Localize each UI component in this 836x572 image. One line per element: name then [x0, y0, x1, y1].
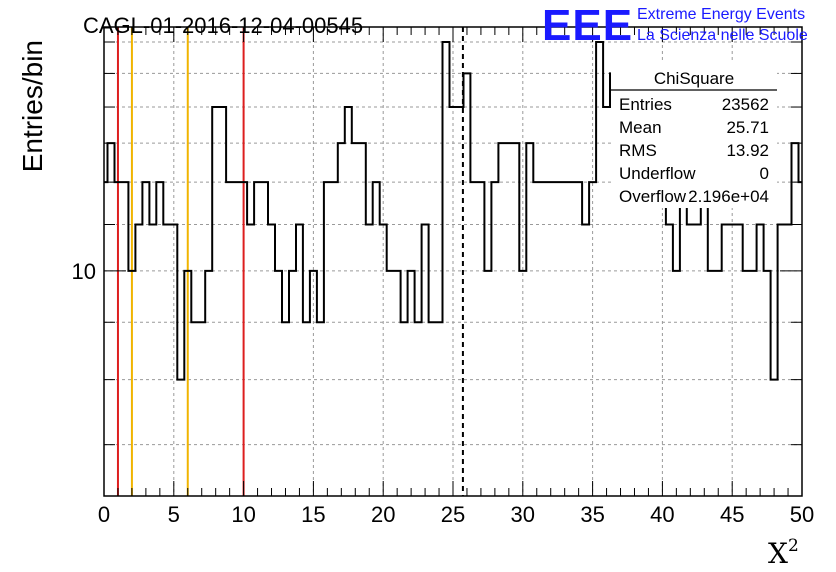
logo-line-1: Extreme Energy Events	[637, 6, 805, 23]
stats-value-rms: 13.92	[726, 141, 769, 160]
stats-label-entries: Entries	[619, 95, 672, 114]
axis-ticks	[103, 27, 803, 496]
stats-title: ChiSquare	[654, 69, 734, 88]
x-tick-label: 30	[511, 502, 535, 527]
x-tick-label: 45	[720, 502, 744, 527]
stats-box-background	[611, 62, 777, 208]
x-tick-label: 5	[168, 502, 180, 527]
stats-label-underflow: Underflow	[619, 164, 696, 183]
x-tick-label: 25	[441, 502, 465, 527]
x-axis-label: X2	[768, 536, 799, 570]
x-tick-label: 35	[580, 502, 604, 527]
x-tick-label: 10	[231, 502, 255, 527]
x-tick-label: 20	[371, 502, 395, 527]
stats-value-underflow: 0	[760, 164, 769, 183]
x-tick-labels: 0 5 10 15 20 25 30 35 40 45 50	[98, 502, 814, 527]
stats-value-overflow: 2.196e+04	[688, 187, 769, 206]
x-axis-label-superscript: 2	[788, 536, 799, 556]
logo-mark: EEE	[542, 1, 633, 50]
x-tick-label: 40	[650, 502, 674, 527]
eee-logo: EEE Extreme Energy Events La Scienza nel…	[542, 1, 808, 50]
logo-line-2: La Scienza nelle Scuole	[637, 27, 808, 44]
threshold-lines	[116, 27, 464, 496]
x-tick-label: 50	[790, 502, 814, 527]
y-axis-label: Entries/bin	[17, 40, 48, 172]
x-tick-label: 0	[98, 502, 110, 527]
x-axis-label-main: X	[768, 537, 788, 570]
stats-value-mean: 25.71	[726, 118, 769, 137]
y-tick-label: 10	[72, 259, 96, 284]
chart-title: CAGL-01-2016-12-04-00545	[83, 13, 363, 38]
stats-label-overflow: Overflow	[619, 187, 687, 206]
x-tick-label: 15	[301, 502, 325, 527]
stats-value-entries: 23562	[722, 95, 769, 114]
y-tick-labels: 10	[72, 259, 96, 284]
stats-box: ChiSquare Entries 23562 Mean 25.71 RMS 1…	[611, 62, 777, 208]
stats-label-mean: Mean	[619, 118, 662, 137]
stats-label-rms: RMS	[619, 141, 657, 160]
